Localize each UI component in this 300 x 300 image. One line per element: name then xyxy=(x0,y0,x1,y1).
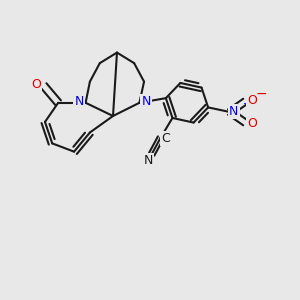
Text: N: N xyxy=(74,95,84,108)
Text: O: O xyxy=(32,78,41,91)
Text: −: − xyxy=(256,87,267,101)
Text: O: O xyxy=(247,117,257,130)
Text: N: N xyxy=(144,154,153,167)
Text: N: N xyxy=(141,95,151,108)
Text: N: N xyxy=(229,104,239,118)
Text: C: C xyxy=(161,132,170,145)
Text: +: + xyxy=(242,99,250,109)
Text: O: O xyxy=(247,94,257,107)
